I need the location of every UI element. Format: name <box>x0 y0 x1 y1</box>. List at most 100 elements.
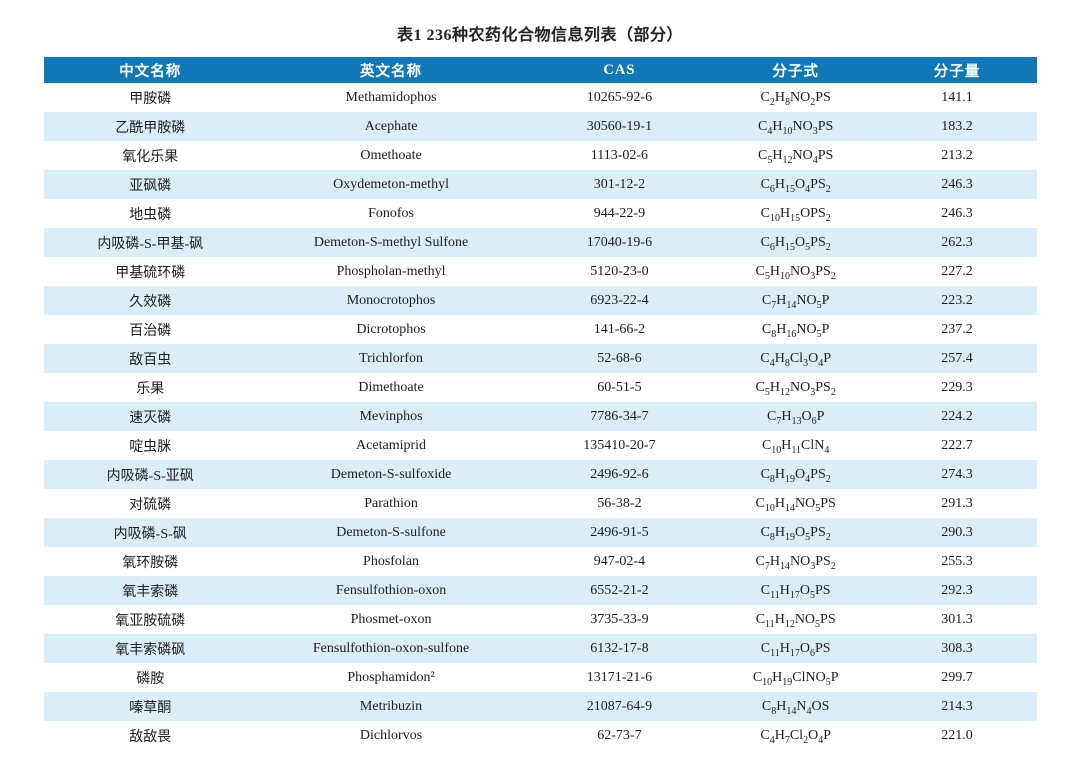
table-row: 氧丰索磷砜 Fensulfothion-oxon-sulfone 6132-17-8… <box>43 634 1037 663</box>
column-header-formula: 分子式 <box>713 57 878 83</box>
cell-mol-weight: 301.3 <box>877 605 1037 634</box>
cell-formula: C8H19O4PS2 <box>713 460 878 489</box>
column-header-english-name: 英文名称 <box>256 57 526 83</box>
cell-cas: 6923-22-4 <box>525 286 714 315</box>
cell-formula: C8H14N4OS <box>713 692 878 721</box>
cell-formula: C11H17O6PS <box>713 634 878 663</box>
cell-english-name: Methamidophos <box>256 83 526 112</box>
cell-cas: 6552-21-2 <box>525 576 714 605</box>
cell-english-name: Fonofos <box>256 199 526 228</box>
cell-formula: C5H10NO3PS2 <box>713 257 878 286</box>
cell-mol-weight: 246.3 <box>877 170 1037 199</box>
cell-chinese-name: 内吸磷-S-砜 <box>43 518 257 547</box>
cell-cas: 5120-23-0 <box>525 257 714 286</box>
table-row: 对硫磷 Parathion 56-38-2 C10H14NO5PS 291.3 <box>43 489 1037 518</box>
cell-formula: C11H12NO5PS <box>713 605 878 634</box>
cell-mol-weight: 246.3 <box>877 199 1037 228</box>
cell-mol-weight: 213.2 <box>877 141 1037 170</box>
cell-mol-weight: 255.3 <box>877 547 1037 576</box>
cell-chinese-name: 氧丰索磷 <box>43 576 257 605</box>
cell-mol-weight: 274.3 <box>877 460 1037 489</box>
cell-chinese-name: 对硫磷 <box>43 489 257 518</box>
table-row: 甲基硫环磷 Phospholan-methyl 5120-23-0 C5H10NO3P… <box>43 257 1037 286</box>
cell-mol-weight: 223.2 <box>877 286 1037 315</box>
cell-formula: C4H7Cl2O4P <box>713 721 878 750</box>
cell-chinese-name: 氧化乐果 <box>43 141 257 170</box>
cell-english-name: Demeton-S-sulfone <box>256 518 526 547</box>
table-row: 乙酰甲胺磷 Acephate 30560-19-1 C4H10NO3PS 183.2 <box>43 112 1037 141</box>
cell-formula: C10H15OPS2 <box>713 199 878 228</box>
cell-cas: 21087-64-9 <box>525 692 714 721</box>
cell-chinese-name: 氧亚胺硫磷 <box>43 605 257 634</box>
page-title: 表1 236种农药化合物信息列表（部分） <box>396 27 683 44</box>
cell-mol-weight: 308.3 <box>877 634 1037 663</box>
table-row: 敌敌畏 Dichlorvos 62-73-7 C4H7Cl2O4P 221.0 <box>43 721 1037 750</box>
cell-chinese-name: 敌百虫 <box>43 344 257 373</box>
table-row: 亚砜磷 Oxydemeton-methyl 301-12-2 C6H15O4PS2 24… <box>43 170 1037 199</box>
table-row: 甲胺磷 Methamidophos 10265-92-6 C2H8NO2PS 141.1 <box>43 83 1037 112</box>
cell-formula: C11H17O5PS <box>713 576 878 605</box>
cell-cas: 2496-91-5 <box>525 518 714 547</box>
cell-formula: C10H11ClN4 <box>713 431 878 460</box>
cell-formula: C10H14NO5PS <box>713 489 878 518</box>
cell-chinese-name: 嗪草酮 <box>43 692 257 721</box>
cell-formula: C10H19ClNO5P <box>713 663 878 692</box>
cell-chinese-name: 内吸磷-S-甲基-砜 <box>43 228 257 257</box>
cell-chinese-name: 久效磷 <box>43 286 257 315</box>
header-row: 中文名称 英文名称 CAS 分子式 分子量 <box>43 57 1037 83</box>
cell-english-name: Mevinphos <box>256 402 526 431</box>
table-row: 氧丰索磷 Fensulfothion-oxon 6552-21-2 C11H17O5P… <box>43 576 1037 605</box>
cell-chinese-name: 百治磷 <box>43 315 257 344</box>
table-row: 氧化乐果 Omethoate 1113-02-6 C5H12NO4PS 213.2 <box>43 141 1037 170</box>
cell-cas: 944-22-9 <box>525 199 714 228</box>
cell-english-name: Demeton-S-methyl Sulfone <box>256 228 526 257</box>
table-row: 内吸磷-S-砜 Demeton-S-sulfone 2496-91-5 C8H19O5… <box>43 518 1037 547</box>
table-row: 速灭磷 Mevinphos 7786-34-7 C7H13O6P 224.2 <box>43 402 1037 431</box>
cell-mol-weight: 292.3 <box>877 576 1037 605</box>
cell-cas: 3735-33-9 <box>525 605 714 634</box>
cell-english-name: Fensulfothion-oxon-sulfone <box>256 634 526 663</box>
cell-english-name: Phosphamidon² <box>256 663 526 692</box>
column-header-mol-weight: 分子量 <box>877 57 1037 83</box>
cell-chinese-name: 地虫磷 <box>43 199 257 228</box>
cell-cas: 17040-19-6 <box>525 228 714 257</box>
cell-cas: 135410-20-7 <box>525 431 714 460</box>
cell-formula: C4H8Cl3O4P <box>713 344 878 373</box>
cell-formula: C4H10NO3PS <box>713 112 878 141</box>
table-row: 内吸磷-S-亚砜 Demeton-S-sulfoxide 2496-92-6 C8H1… <box>43 460 1037 489</box>
table-row: 地虫磷 Fonofos 944-22-9 C10H15OPS2 246.3 <box>43 199 1037 228</box>
cell-mol-weight: 183.2 <box>877 112 1037 141</box>
cell-mol-weight: 257.4 <box>877 344 1037 373</box>
cell-chinese-name: 敌敌畏 <box>43 721 257 750</box>
cell-formula: C7H14NO3PS2 <box>713 547 878 576</box>
cell-cas: 301-12-2 <box>525 170 714 199</box>
cell-english-name: Dicrotophos <box>256 315 526 344</box>
table-row: 百治磷 Dicrotophos 141-66-2 C8H16NO5P 237.2 <box>43 315 1037 344</box>
table-row: 久效磷 Monocrotophos 6923-22-4 C7H14NO5P 223.2 <box>43 286 1037 315</box>
table-row: 内吸磷-S-甲基-砜 Demeton-S-methyl Sulfone 17040-… <box>43 228 1037 257</box>
cell-english-name: Dimethoate <box>256 373 526 402</box>
table-row: 磷胺 Phosphamidon² 13171-21-6 C10H19ClNO5P 299… <box>43 663 1037 692</box>
cell-english-name: Phosmet-oxon <box>256 605 526 634</box>
cell-english-name: Demeton-S-sulfoxide <box>256 460 526 489</box>
cell-chinese-name: 内吸磷-S-亚砜 <box>43 460 257 489</box>
cell-chinese-name: 乙酰甲胺磷 <box>43 112 257 141</box>
cell-cas: 141-66-2 <box>525 315 714 344</box>
cell-formula: C8H19O5PS2 <box>713 518 878 547</box>
cell-cas: 947-02-4 <box>525 547 714 576</box>
cell-english-name: Dichlorvos <box>256 721 526 750</box>
cell-formula: C6H15O4PS2 <box>713 170 878 199</box>
cell-english-name: Acephate <box>256 112 526 141</box>
cell-cas: 62-73-7 <box>525 721 714 750</box>
table-header: 中文名称 英文名称 CAS 分子式 分子量 <box>43 57 1037 83</box>
cell-mol-weight: 221.0 <box>877 721 1037 750</box>
cell-chinese-name: 磷胺 <box>43 663 257 692</box>
cell-chinese-name: 氧丰索磷砜 <box>43 634 257 663</box>
cell-cas: 6132-17-8 <box>525 634 714 663</box>
table-row: 乐果 Dimethoate 60-51-5 C5H12NO3PS2 229.3 <box>43 373 1037 402</box>
compound-table: 中文名称 英文名称 CAS 分子式 分子量 甲胺磷 Methamidophos 10… <box>43 57 1037 750</box>
cell-chinese-name: 氧环胺磷 <box>43 547 257 576</box>
cell-cas: 2496-92-6 <box>525 460 714 489</box>
cell-formula: C5H12NO3PS2 <box>713 373 878 402</box>
cell-cas: 10265-92-6 <box>525 83 714 112</box>
